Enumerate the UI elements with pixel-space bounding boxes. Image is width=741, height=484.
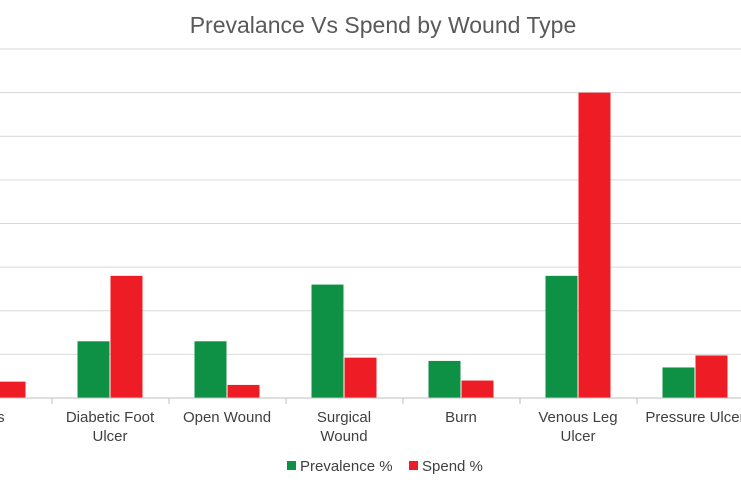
- x-tick-label: ess: [0, 409, 5, 426]
- prevalence-legend-swatch: [287, 461, 296, 470]
- spend-bar: [578, 92, 611, 398]
- x-tick-label: Burn: [445, 409, 477, 426]
- spend-bar: [461, 380, 494, 398]
- x-tick-label: Surgical: [317, 409, 371, 426]
- prevalence-bar: [77, 341, 110, 398]
- legend: Prevalence % Spend %: [287, 458, 483, 475]
- spend-bar: [344, 357, 377, 398]
- x-tick-label: Venous Leg: [538, 409, 617, 426]
- prevalence-bar: [311, 284, 344, 398]
- bars: [0, 92, 728, 398]
- spend-bar: [227, 384, 260, 398]
- prevalence-bar: [545, 275, 578, 398]
- spend-bar: [695, 355, 728, 398]
- x-tick-label: Diabetic Foot: [66, 409, 155, 426]
- spend-bar: [0, 381, 26, 398]
- prevalence-legend-label: Prevalence %: [300, 458, 393, 475]
- prevalence-bar: [428, 360, 461, 398]
- x-tick-label: Ulcer: [92, 428, 127, 445]
- spend-legend-swatch: [409, 461, 418, 470]
- spend-bar: [110, 275, 143, 398]
- x-tick-label: Pressure Ulcer: [645, 409, 741, 426]
- spend-legend-label: Spend %: [422, 458, 483, 475]
- prevalence-bar: [662, 367, 695, 398]
- x-tick-label: Wound: [320, 428, 367, 445]
- x-tick-label: Ulcer: [560, 428, 595, 445]
- x-tick-labels: ess Diabetic Foot Ulcer Open Wound Surgical W…: [0, 398, 741, 445]
- x-tick-label: Open Wound: [183, 409, 271, 426]
- chart-title: Prevalance Vs Spend by Wound Type: [190, 12, 577, 38]
- prevalence-bar: [194, 341, 227, 398]
